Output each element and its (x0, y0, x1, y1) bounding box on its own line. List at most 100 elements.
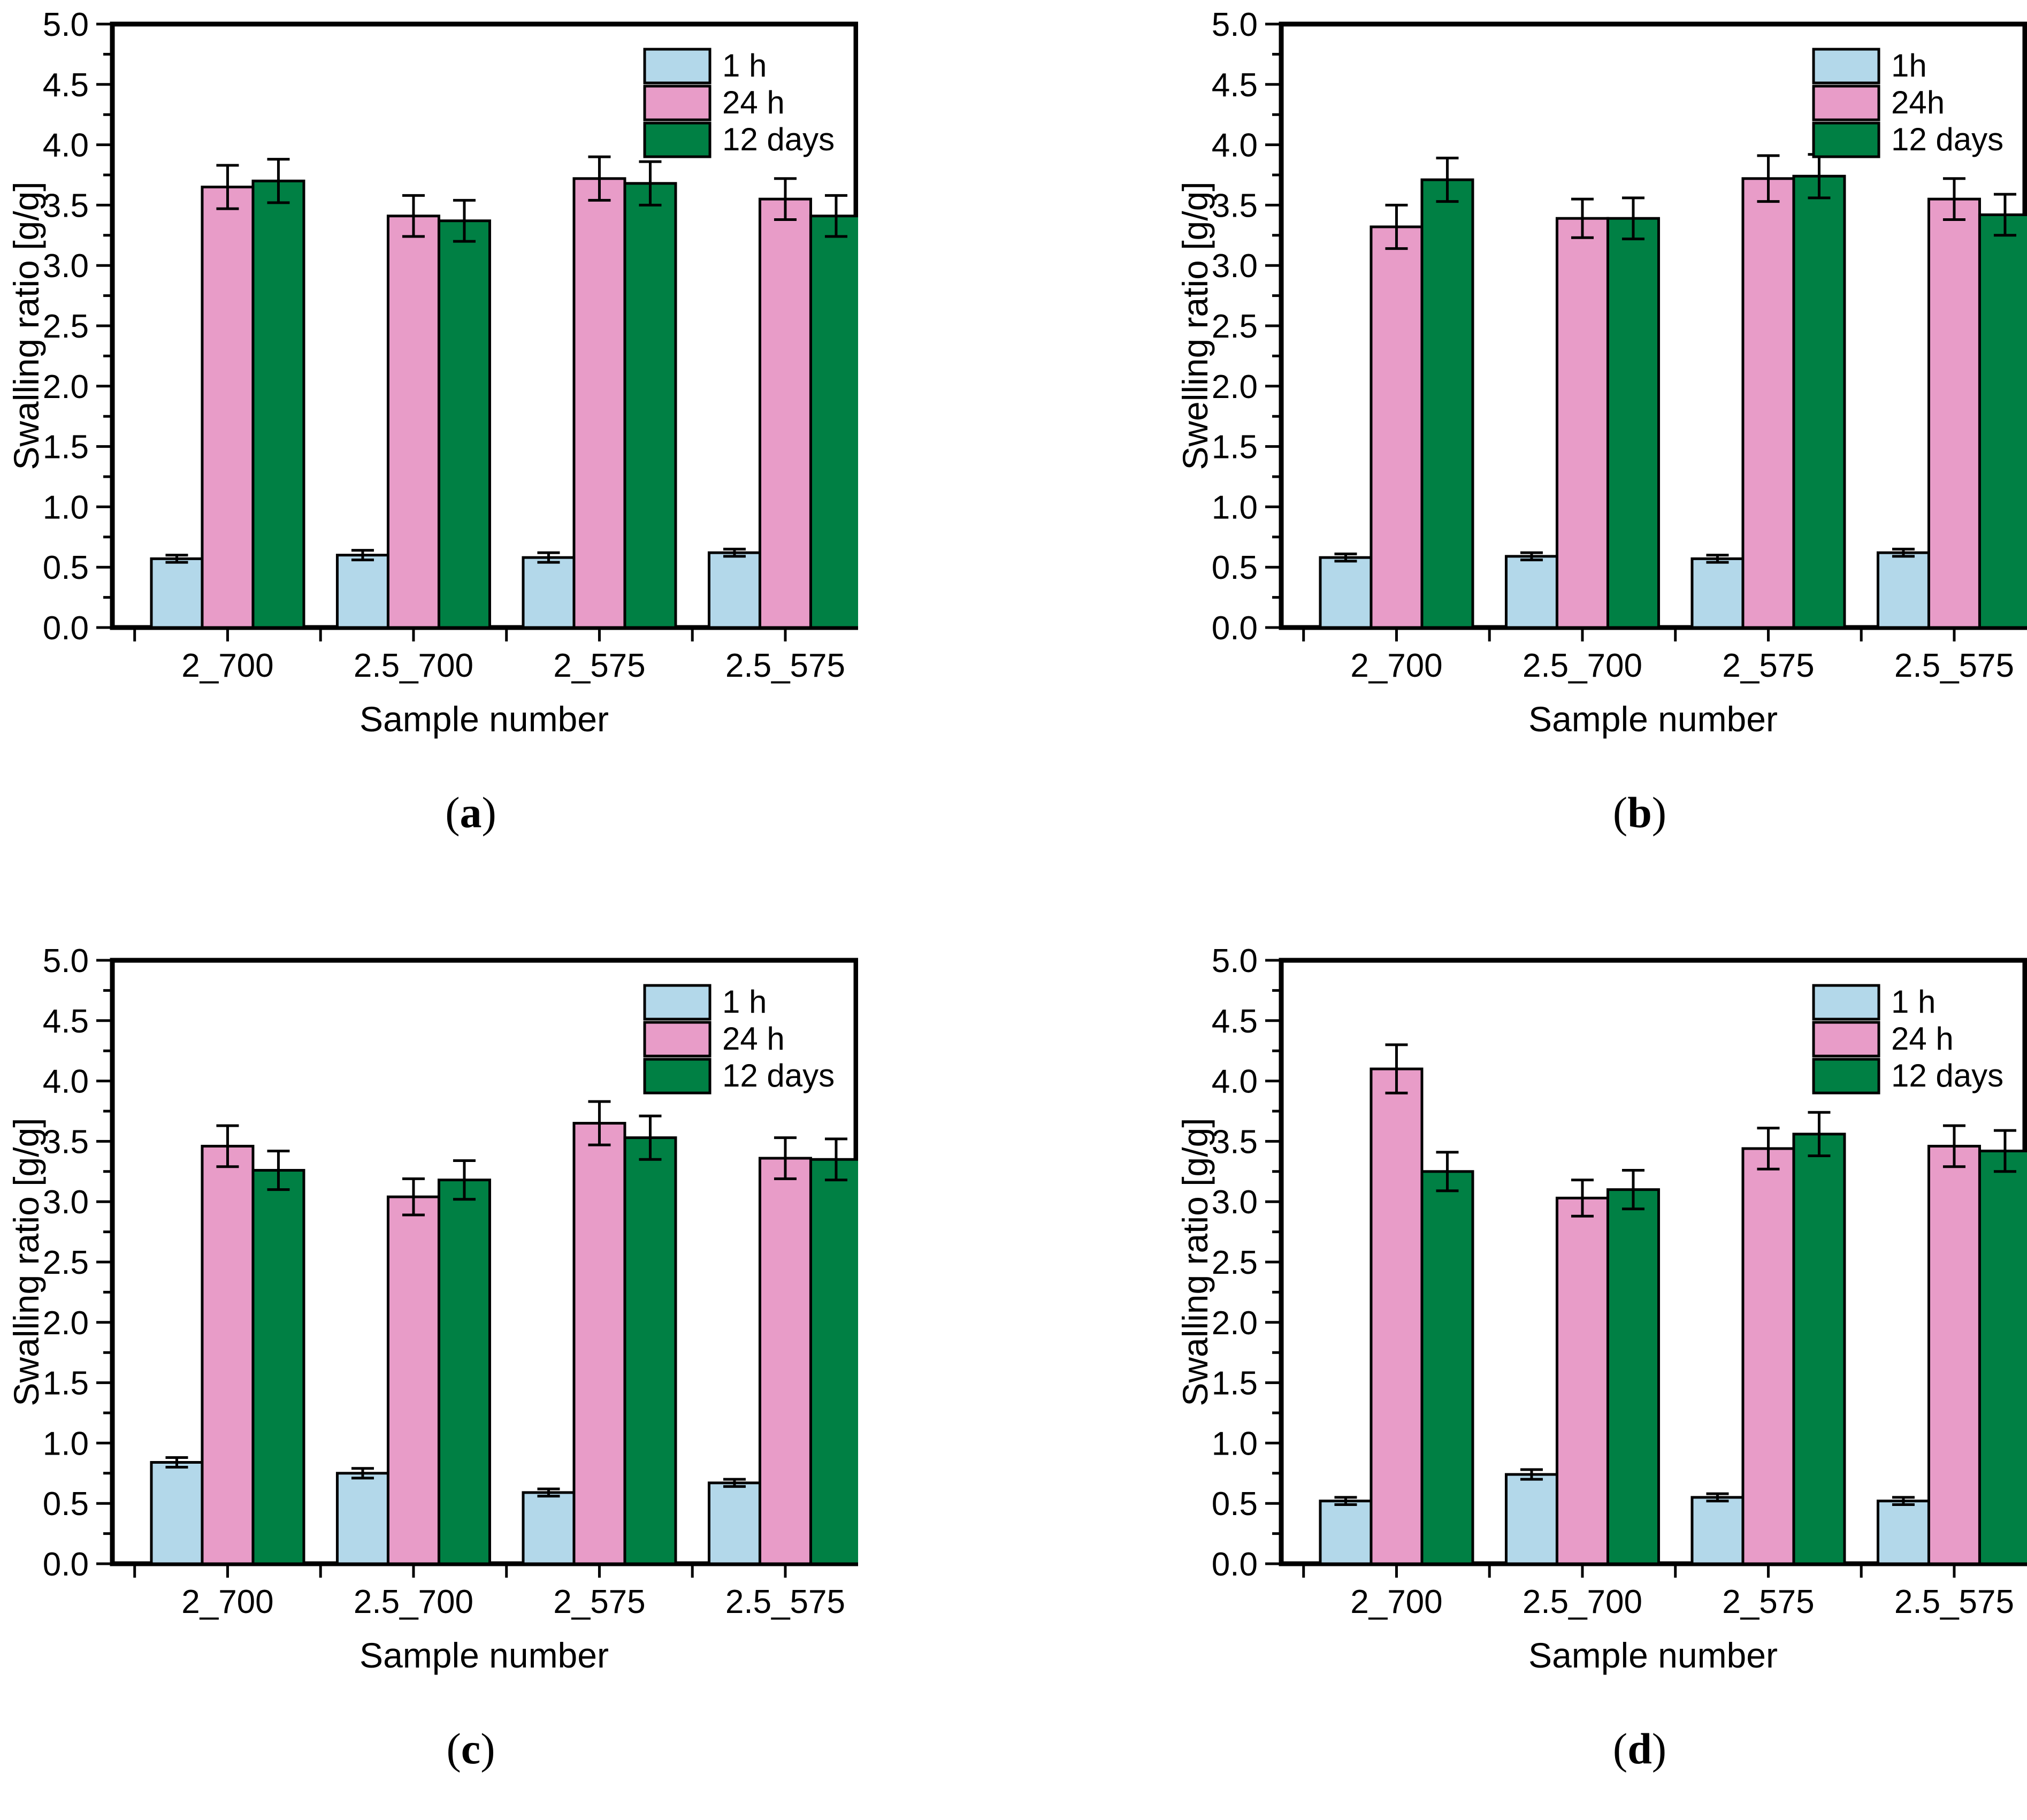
legend-label: 12 days (1891, 1058, 2003, 1093)
bar (623, 1136, 677, 1565)
legend-swatch (1812, 48, 1880, 85)
bar (386, 215, 440, 629)
panel-label-c: (c) (374, 1727, 567, 1771)
bar (1741, 177, 1795, 629)
legend-label: 12 days (1891, 121, 2003, 157)
legend-swatch (643, 984, 712, 1021)
figure: 0.0 0.5 1.0 1.5 2.0 2.5 3.0 3.5 4.0 4.5 5.0 Swallin… (6, 6, 2027, 1771)
paren-open: ( (445, 788, 460, 837)
bar (1792, 174, 1846, 629)
y-tick-label: 3.0 (43, 1184, 89, 1221)
legend: 1 h24 h12 days (643, 48, 835, 158)
y-tick-label: 1.5 (43, 429, 89, 466)
x-tick-label: 2_575 (1722, 1584, 1814, 1620)
y-tick-label: 1.0 (43, 1425, 89, 1462)
x-axis-title-text: Sample number (1528, 699, 1778, 739)
legend-label: 1h (1891, 48, 1927, 83)
bar (758, 197, 812, 629)
bars (1319, 153, 2027, 629)
y-axis-title-text: Swalling ratio [g/g] (6, 1118, 46, 1406)
paren-close: ) (1651, 1724, 1667, 1773)
bar (1319, 556, 1373, 629)
bar (1420, 178, 1474, 629)
bar (809, 215, 858, 629)
x-axis-title-text: Sample number (1528, 1635, 1778, 1675)
y-tick-label: 2.5 (1212, 1244, 1258, 1281)
bar (150, 1460, 204, 1565)
chart-b-svg: 0.0 0.5 1.0 1.5 2.0 2.5 3.0 3.5 4.0 4.5 5.0 Swellin… (1175, 6, 2027, 739)
x-tick-label: 2_700 (1350, 1584, 1442, 1620)
x-tick-label: 2.5_700 (1523, 1584, 1642, 1620)
y-axis-title: Swalling ratio [g/g] (1175, 1118, 1215, 1406)
y-tick-label: 4.0 (1212, 1064, 1258, 1100)
panel-label-b: (b) (1543, 791, 1736, 835)
y-tick-label: 5.0 (1212, 943, 1258, 980)
y-tick-label: 0.5 (43, 549, 89, 586)
bar (1691, 557, 1745, 629)
y-axis: 0.0 0.5 1.0 1.5 2.0 2.5 3.0 3.5 4.0 4.5 5.0 (1212, 6, 1281, 647)
legend-swatch (643, 48, 712, 85)
y-axis-title-text: Swalling ratio [g/g] (1175, 1118, 1215, 1406)
legend: 1 h24 h12 days (1812, 984, 2003, 1095)
y-tick-label: 4.0 (1212, 127, 1258, 164)
y-tick-label: 0.0 (1212, 610, 1258, 647)
bar (1555, 217, 1609, 629)
y-tick-label: 0.5 (1212, 549, 1258, 586)
y-tick-label: 0.5 (1212, 1486, 1258, 1523)
panel-label-a: (a) (374, 791, 567, 835)
y-axis-title-text: Swalling ratio [g/g] (6, 181, 46, 470)
y-tick-label: 4.5 (43, 67, 89, 104)
legend-label: 1 h (722, 984, 767, 1020)
legend-swatch (643, 85, 712, 121)
bars (150, 1100, 858, 1565)
panel-letter-c: c (461, 1724, 481, 1773)
bar (809, 1158, 858, 1565)
paren-close: ) (481, 788, 496, 837)
y-tick-label: 0.0 (43, 1546, 89, 1583)
bar (1927, 1144, 1981, 1565)
y-tick-label: 3.5 (43, 187, 89, 224)
y-tick-label: 2.5 (43, 1244, 89, 1281)
legend-label: 24 h (722, 85, 785, 120)
x-axis: 2_700 2.5_700 2_575 2.5_575 Sample number (133, 628, 845, 739)
bars (150, 155, 858, 629)
y-tick-label: 3.5 (43, 1123, 89, 1160)
y-tick-label: 4.5 (43, 1003, 89, 1040)
y-axis-title-text: Swelling ratio [g/g] (1175, 181, 1215, 470)
bar (1370, 225, 1424, 629)
bar (758, 1157, 812, 1565)
y-tick-label: 4.5 (1212, 67, 1258, 104)
x-axis-title-text: Sample number (359, 1635, 609, 1675)
bar (1504, 555, 1558, 629)
bar (707, 1481, 761, 1565)
y-tick-label: 1.5 (43, 1365, 89, 1402)
x-tick-label: 2.5_575 (1894, 647, 2014, 684)
panel-label-d: (d) (1543, 1727, 1736, 1771)
paren-close: ) (1651, 788, 1667, 837)
bar (1370, 1067, 1424, 1565)
y-tick-label: 3.0 (1212, 248, 1258, 285)
legend-label: 12 days (722, 121, 835, 157)
paren-close: ) (480, 1724, 495, 1773)
x-tick-label: 2_700 (181, 1584, 273, 1620)
bar (1504, 1473, 1558, 1565)
y-axis: 0.0 0.5 1.0 1.5 2.0 2.5 3.0 3.5 4.0 4.5 5.0 (43, 6, 112, 647)
legend-label: 24h (1891, 85, 1945, 120)
bar (572, 1122, 626, 1565)
x-tick-label: 2_575 (553, 1584, 645, 1620)
bar (1978, 213, 2027, 629)
bar (572, 177, 626, 629)
bar (201, 1144, 255, 1565)
bar (437, 219, 491, 629)
bar (1606, 1188, 1660, 1565)
chart-d-svg: 0.0 0.5 1.0 1.5 2.0 2.5 3.0 3.5 4.0 4.5 5.0 Swallin… (1175, 943, 2027, 1675)
y-axis: 0.0 0.5 1.0 1.5 2.0 2.5 3.0 3.5 4.0 4.5 5.0 (43, 943, 112, 1583)
legend-swatch (1812, 1021, 1880, 1058)
panel-letter-a: a (460, 788, 482, 837)
legend: 1 h24 h12 days (643, 984, 835, 1095)
legend-swatch (1812, 85, 1880, 121)
y-tick-label: 3.0 (1212, 1184, 1258, 1221)
panel-c: 0.0 0.5 1.0 1.5 2.0 2.5 3.0 3.5 4.0 4.5 5.0 Swallin… (0, 936, 858, 1820)
legend-label: 1 h (1891, 984, 1936, 1020)
